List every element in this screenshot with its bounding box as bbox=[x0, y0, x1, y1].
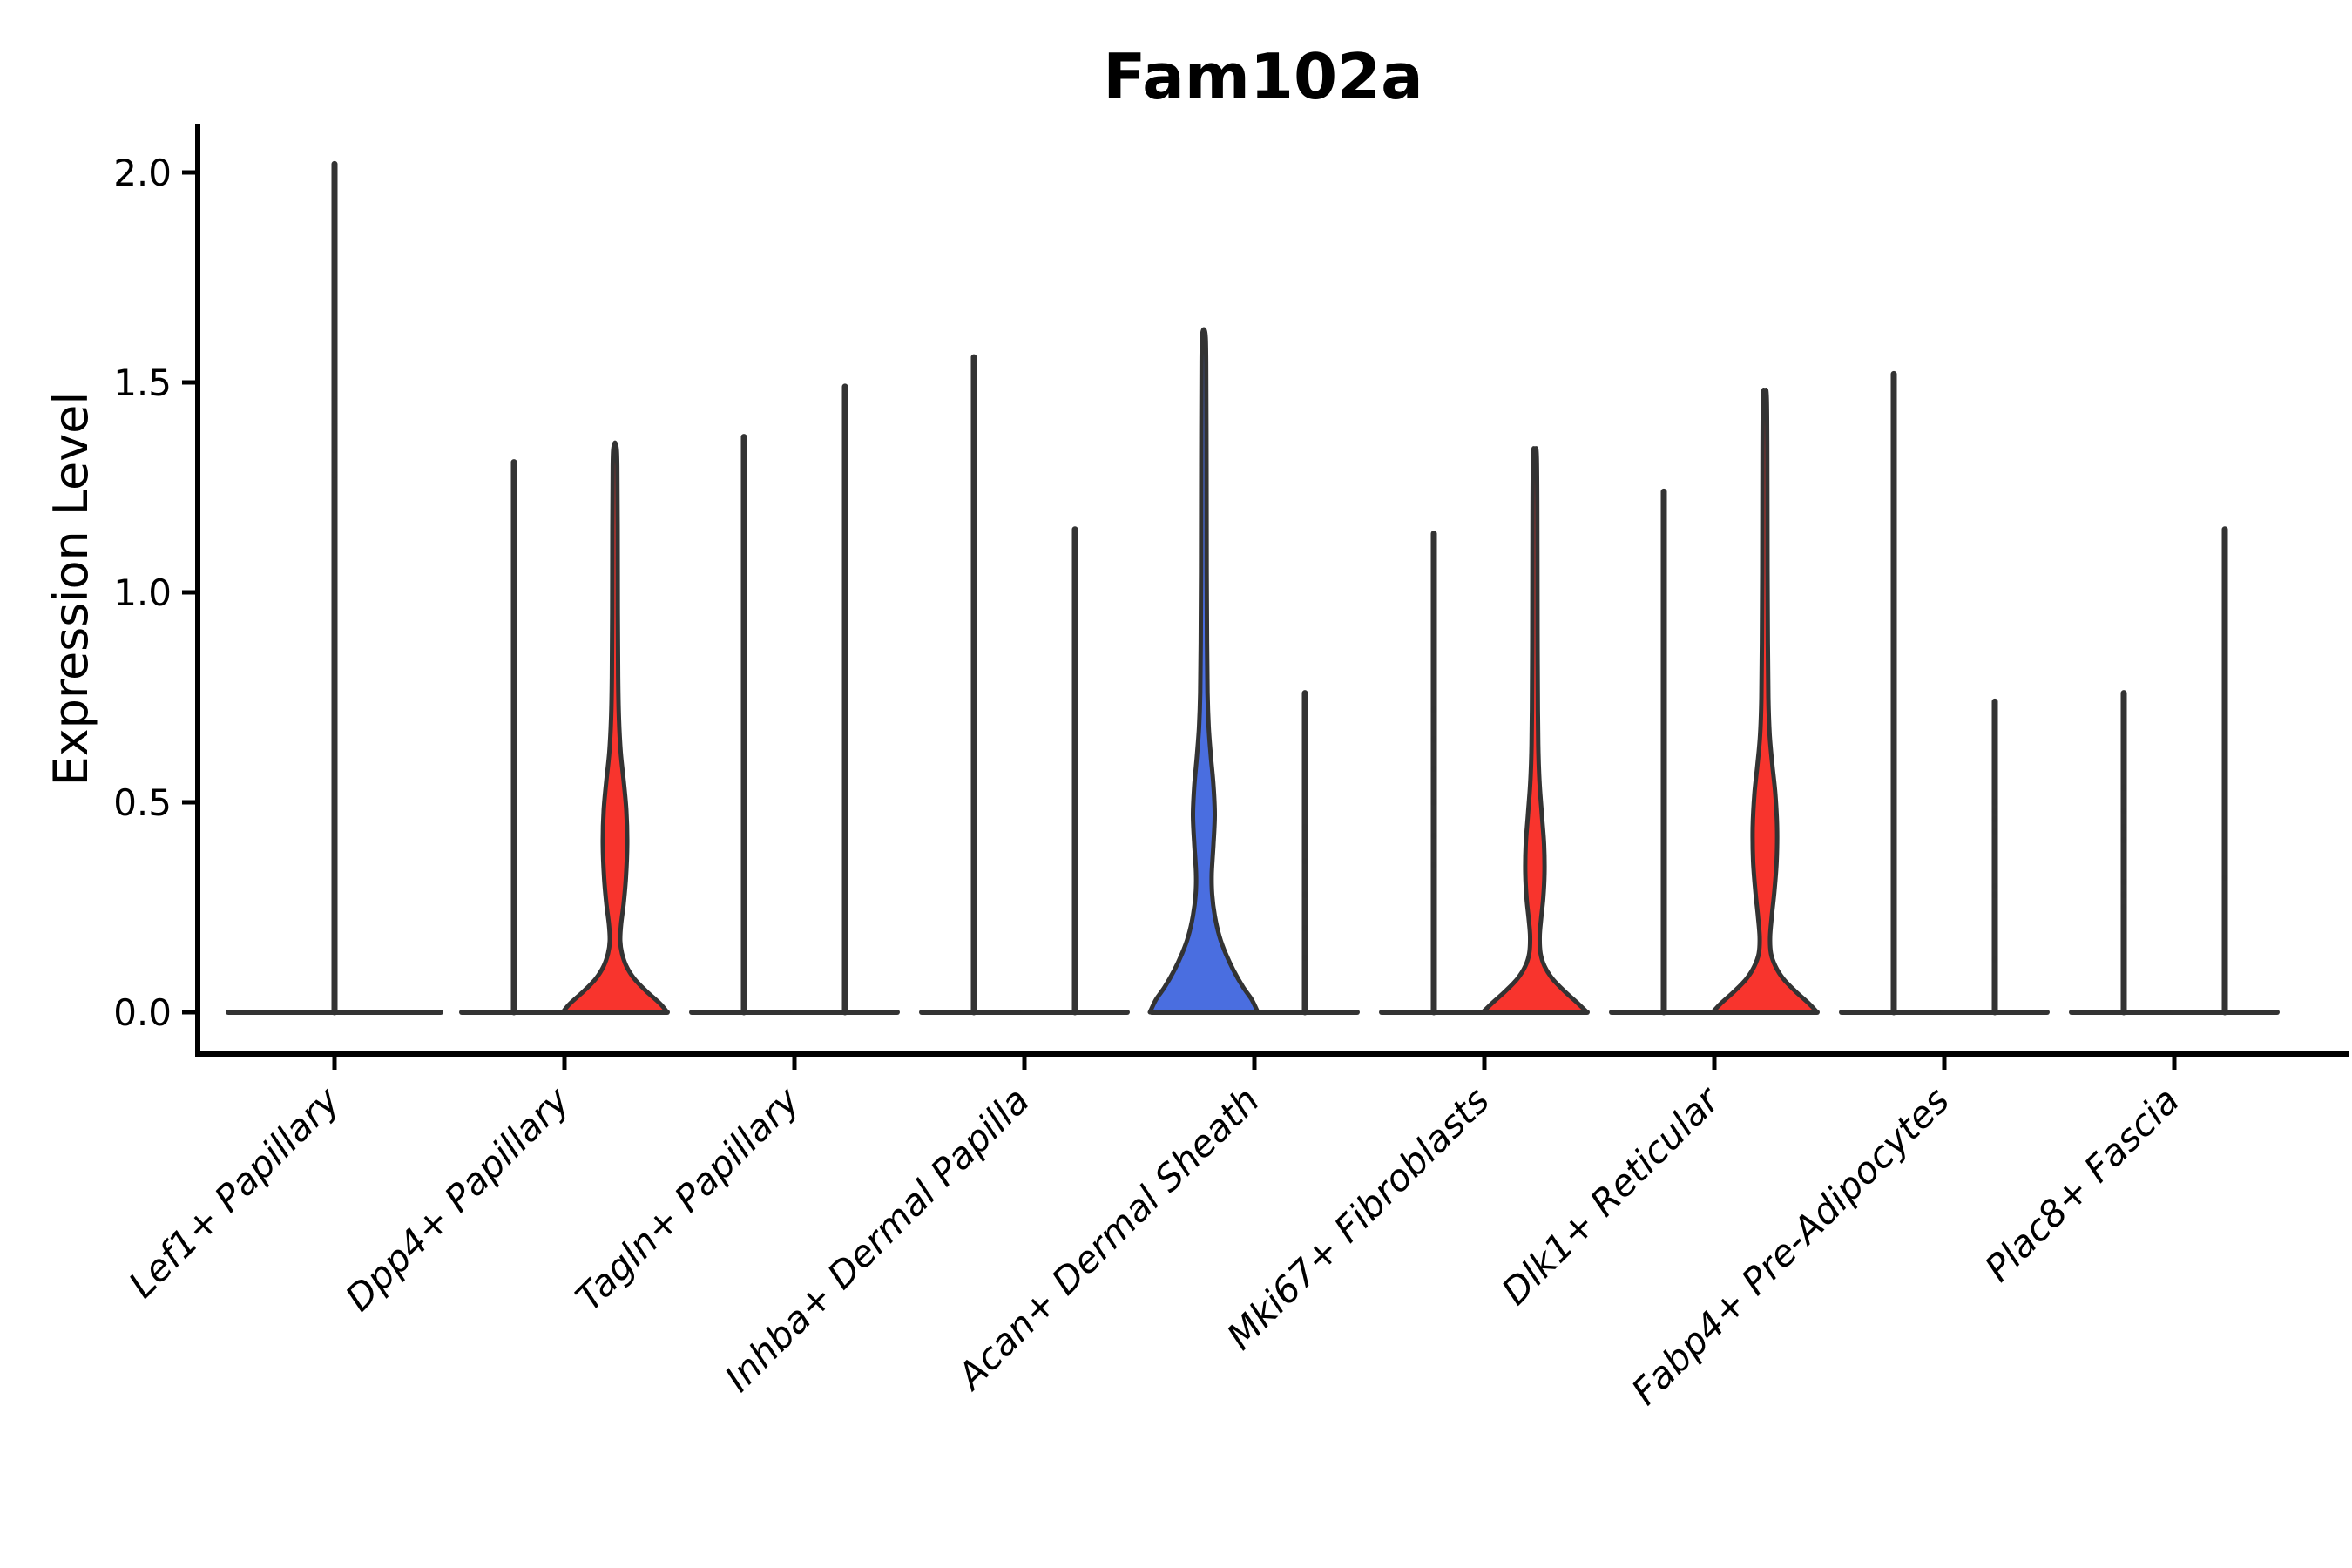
y-tick-label: 0.0 bbox=[113, 991, 172, 1034]
expression-point bbox=[1301, 891, 1308, 898]
violin-body bbox=[1710, 387, 1820, 1015]
y-tick-label: 1.0 bbox=[113, 571, 172, 614]
expression-point bbox=[1301, 824, 1308, 831]
expression-point bbox=[2221, 875, 2228, 882]
expression-point bbox=[2120, 824, 2127, 831]
expression-point bbox=[1991, 808, 1998, 814]
expression-point bbox=[1991, 891, 1998, 898]
violins-layer bbox=[226, 160, 2280, 1016]
expression-point bbox=[2120, 879, 2127, 885]
expression-point bbox=[1430, 766, 1437, 772]
x-tick-label: Lef1+ Papillary bbox=[120, 1078, 348, 1307]
expression-point bbox=[1301, 925, 1308, 931]
expression-point bbox=[1430, 862, 1437, 868]
x-tick-label: Mki67+ Fibroblasts bbox=[1219, 1078, 1497, 1357]
violin-body bbox=[1480, 446, 1590, 1015]
expression-point bbox=[1430, 833, 1437, 839]
expression-point bbox=[2120, 904, 2127, 910]
expression-point bbox=[2120, 808, 2127, 814]
expression-point bbox=[2120, 891, 2127, 898]
violin-body bbox=[560, 440, 670, 1015]
expression-point bbox=[2120, 836, 2127, 843]
expression-point bbox=[1301, 954, 1308, 961]
expression-point bbox=[1430, 799, 1437, 806]
expression-point bbox=[1991, 883, 1998, 889]
x-tick-label: Dlk1+ Reticular bbox=[1493, 1077, 1729, 1313]
x-tick-label: Tagln+ Papillary bbox=[567, 1078, 808, 1320]
x-tick-label: Plac8+ Fascia bbox=[1977, 1078, 2187, 1289]
expression-point bbox=[331, 471, 338, 478]
violin-body bbox=[1147, 327, 1260, 1015]
expression-point bbox=[1991, 956, 1998, 963]
x-tick-label: Dpp4+ Papillary bbox=[337, 1078, 578, 1320]
expression-point bbox=[1991, 828, 1998, 835]
expression-point bbox=[331, 395, 338, 402]
y-axis-label: Expression Level bbox=[44, 392, 98, 787]
expression-point bbox=[1430, 706, 1437, 713]
expression-point bbox=[1430, 736, 1437, 743]
chart-title: Fam102a bbox=[1103, 40, 1423, 113]
expression-point bbox=[1991, 799, 1998, 806]
y-tick-label: 2.0 bbox=[113, 152, 172, 194]
expression-point bbox=[2120, 784, 2127, 791]
expression-point bbox=[331, 421, 338, 428]
expression-point bbox=[331, 446, 338, 453]
expression-point bbox=[1991, 815, 1998, 822]
expression-point bbox=[1301, 858, 1308, 864]
y-tick-label: 0.5 bbox=[113, 781, 172, 824]
y-tick-label: 1.5 bbox=[113, 362, 172, 404]
